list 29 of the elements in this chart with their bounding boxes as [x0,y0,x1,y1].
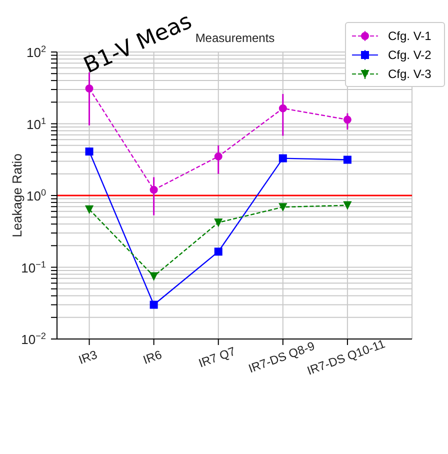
point [278,104,287,112]
y-tick-label: 10$^{−1}$ [21,259,46,276]
point [343,156,352,164]
point [214,218,222,227]
x-tick-label: IR7 Q7 [196,344,238,370]
chart-title: Measurements [195,31,275,45]
annotation: B1-V Meas [80,9,196,79]
point [343,201,352,210]
point [150,300,158,309]
legend-label: Cfg. V-2 [388,48,432,62]
point [150,272,158,280]
x-tick-label: IR6 [141,347,164,368]
y-tick-label: 10$^{0}$ [26,188,46,204]
point [85,148,94,156]
point [150,186,158,194]
point [85,84,94,92]
point [85,205,94,214]
y-tick-label: 10$^{−2}$ [21,331,46,347]
point [214,152,222,160]
y-axis-title: Leakage Ratio [10,154,25,238]
legend-label: Cfg. V-1 [388,28,432,42]
point [278,154,287,162]
point [343,116,352,124]
legend-label: Cfg. V-3 [388,66,432,80]
x-tick-label: IR3 [76,347,100,368]
point [278,203,287,212]
y-tick-label: 10$^{1}$ [26,116,46,132]
y-tick-label: 10$^{2}$ [26,44,46,60]
point [214,248,222,256]
